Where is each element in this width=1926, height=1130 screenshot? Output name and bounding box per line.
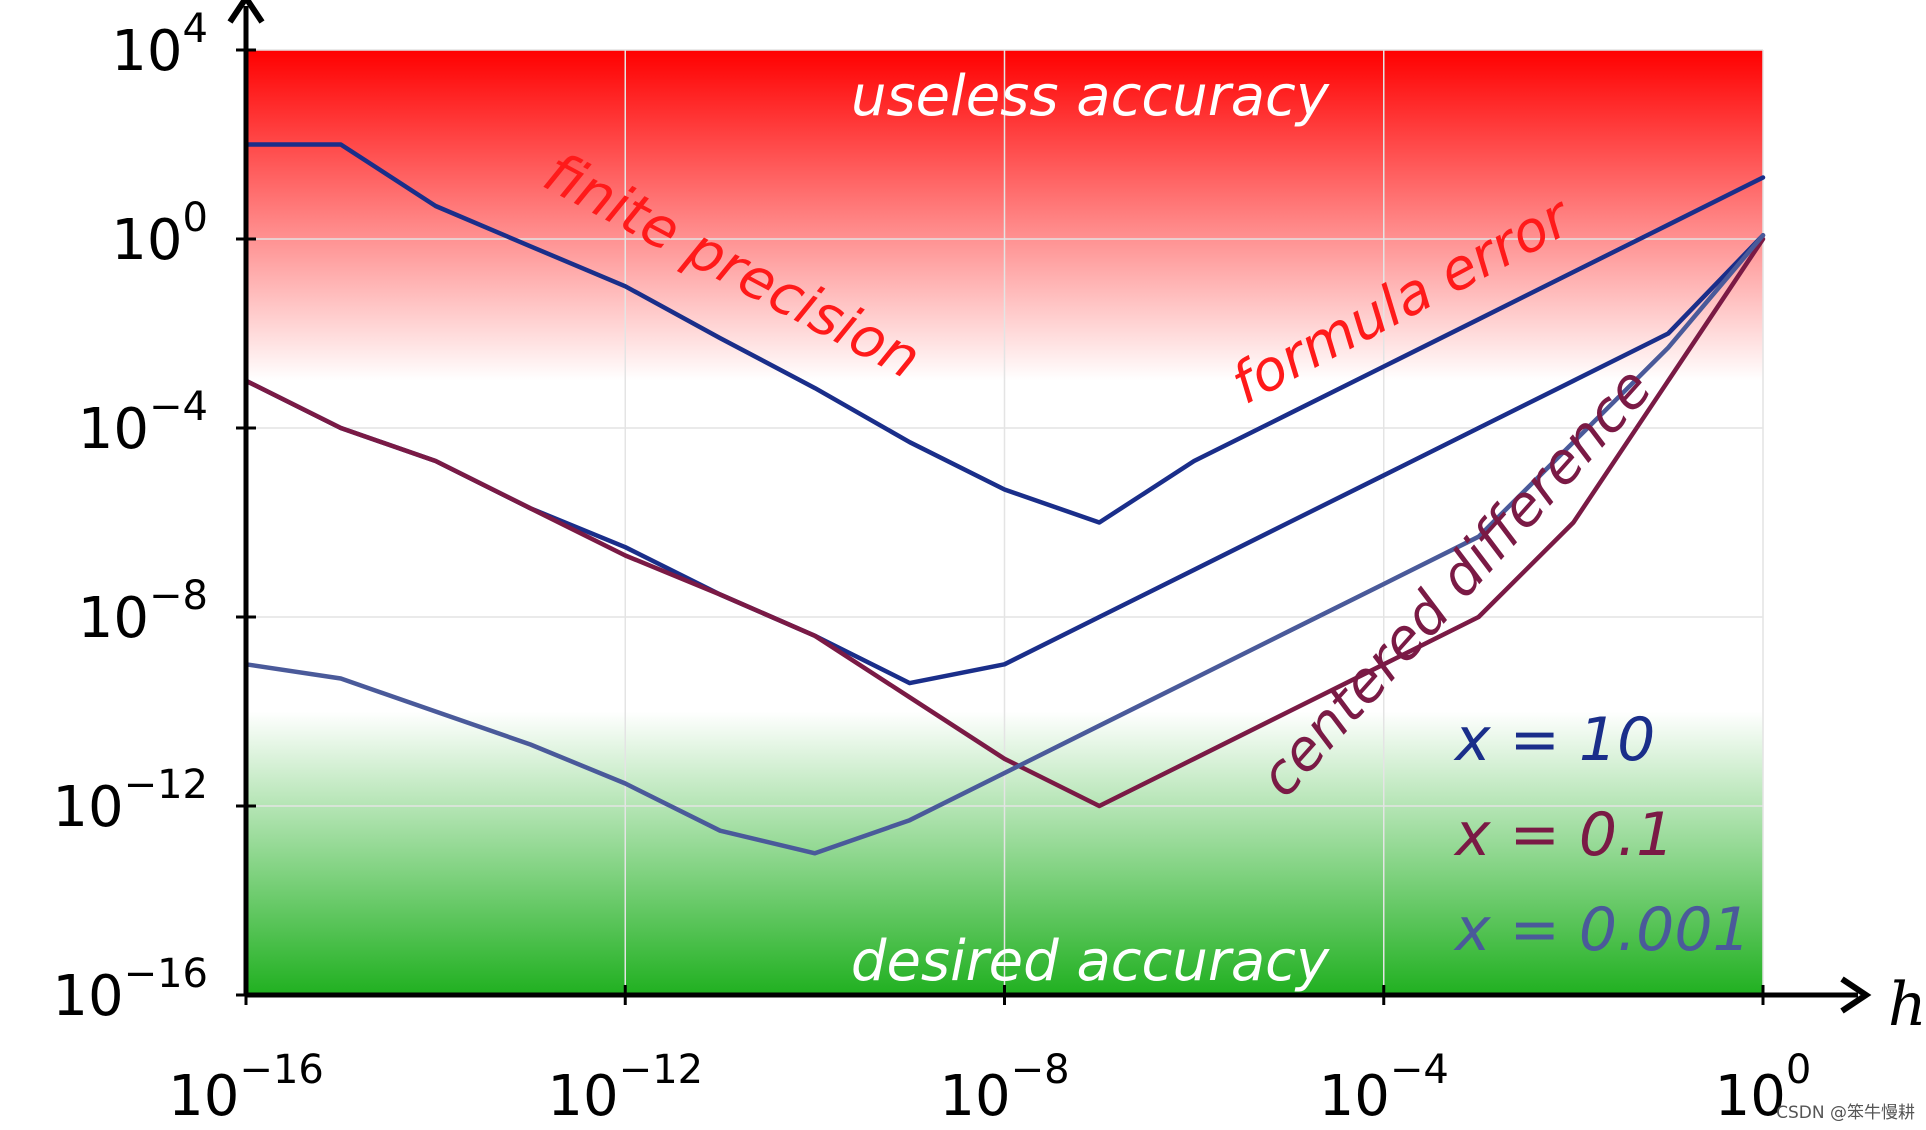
annotation-useless-accuracy: useless accuracy [851, 64, 1330, 129]
x-axis-label: h [1888, 970, 1926, 1040]
legend-entry-x10: x = 10 [1453, 705, 1655, 775]
tick-labels: 10−16 10−12 10−8 10−4 10010410010−410−810−12… [52, 6, 1811, 1129]
y-tick-label-5: 10−16 [52, 951, 208, 1029]
x-tick-label-2: 10−8 [939, 1047, 1069, 1129]
watermark: CSDN @笨牛慢耕 [1776, 1102, 1915, 1123]
annotation-desired-accuracy: desired accuracy [851, 929, 1330, 994]
y-tick-label-0: 104 [111, 6, 208, 84]
legend-entry-x0001: x = 0.001 [1453, 895, 1751, 965]
y-tick-label-1: 100 [111, 195, 208, 273]
y-tick-label-3: 10−8 [78, 573, 208, 651]
axes [227, 0, 1872, 1014]
x-tick-label-1: 10−12 [547, 1047, 703, 1129]
legend-entry-x01: x = 0.1 [1453, 800, 1674, 870]
series-line-2 [243, 236, 1766, 809]
y-tick-label-4: 10−12 [52, 762, 208, 840]
series-line-3 [243, 233, 1766, 856]
series-line-0 [243, 142, 1766, 525]
x-tick-label-3: 10−4 [1319, 1047, 1449, 1129]
series-layer [243, 142, 1766, 856]
y-tick-label-2: 10−4 [78, 384, 208, 462]
x-tick-label-0: 10−16 [168, 1047, 324, 1129]
